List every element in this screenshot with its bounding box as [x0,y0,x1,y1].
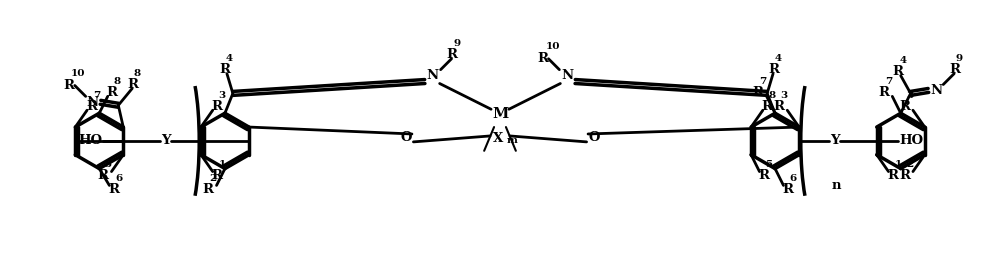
Text: 3: 3 [906,90,913,99]
Text: 8: 8 [113,77,121,86]
Text: 1: 1 [894,160,901,169]
Text: 6: 6 [115,174,122,183]
Text: R: R [98,169,109,182]
Text: HO: HO [899,134,923,147]
Text: N: N [930,84,942,97]
Text: R: R [63,79,74,92]
Text: HO: HO [79,134,103,147]
Text: Y: Y [161,134,170,147]
Text: 3: 3 [780,90,787,99]
Text: 5: 5 [104,160,111,169]
Text: R: R [107,86,118,99]
Text: R: R [893,65,904,78]
Text: R: R [127,78,138,91]
Text: n: n [832,179,841,192]
Text: 6: 6 [789,174,796,183]
Text: R: R [762,100,773,113]
Text: 7: 7 [93,90,100,99]
Text: R: R [949,63,960,76]
Text: R: R [212,100,223,113]
Text: m: m [507,136,518,145]
Text: 7: 7 [760,77,767,86]
Text: R: R [878,86,889,99]
Text: 1: 1 [218,160,226,169]
Text: 4: 4 [775,54,782,63]
Text: R: R [203,183,214,196]
Text: 8: 8 [134,69,141,78]
Text: R: R [753,86,764,99]
Text: 4: 4 [226,54,233,63]
Text: 3: 3 [218,90,226,99]
Text: R: R [447,48,458,61]
Text: 2: 2 [906,160,913,169]
Text: R: R [888,169,899,182]
Text: 2: 2 [209,174,217,183]
Text: X: X [493,133,503,145]
Text: N: N [87,96,99,109]
Text: N: N [561,69,573,82]
Text: R: R [86,100,97,113]
Text: M: M [492,107,508,121]
Text: R: R [219,63,230,76]
Text: Y: Y [830,134,839,147]
Text: R: R [773,100,784,113]
Text: 10: 10 [71,69,85,78]
Text: 10: 10 [546,42,560,51]
Text: O: O [400,132,412,144]
Text: R: R [108,183,119,196]
Text: O: O [588,132,600,144]
Text: R: R [782,183,793,196]
Text: R: R [899,100,910,113]
Text: R: R [899,169,910,182]
Text: 4: 4 [900,56,907,65]
Text: 9: 9 [956,54,963,63]
Text: R: R [538,52,549,65]
Text: R: R [212,169,223,182]
Text: 7: 7 [885,77,892,86]
Text: N: N [427,69,439,82]
Text: R: R [758,169,769,182]
Text: 5: 5 [765,160,772,169]
Text: 9: 9 [453,39,460,48]
Text: 8: 8 [769,90,776,99]
Text: R: R [768,63,779,76]
